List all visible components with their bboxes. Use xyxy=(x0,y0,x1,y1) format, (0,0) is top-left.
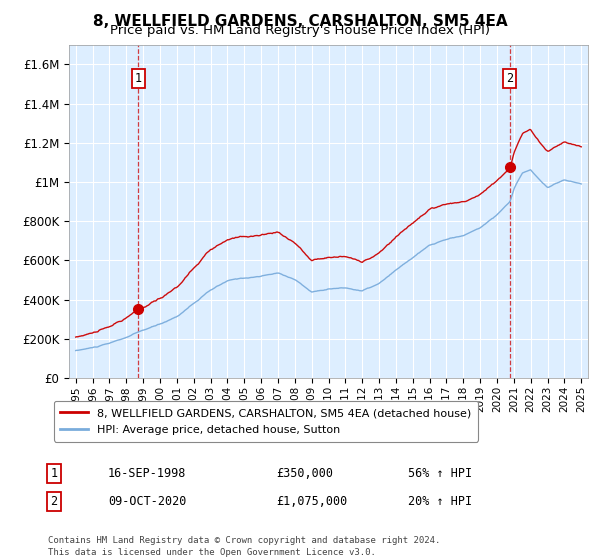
Text: £1,075,000: £1,075,000 xyxy=(276,494,347,508)
Text: Contains HM Land Registry data © Crown copyright and database right 2024.
This d: Contains HM Land Registry data © Crown c… xyxy=(48,536,440,557)
Legend: 8, WELLFIELD GARDENS, CARSHALTON, SM5 4EA (detached house), HPI: Average price, : 8, WELLFIELD GARDENS, CARSHALTON, SM5 4E… xyxy=(53,401,478,442)
Text: Price paid vs. HM Land Registry's House Price Index (HPI): Price paid vs. HM Land Registry's House … xyxy=(110,24,490,36)
Text: 56% ↑ HPI: 56% ↑ HPI xyxy=(408,466,472,480)
Text: £350,000: £350,000 xyxy=(276,466,333,480)
Text: 20% ↑ HPI: 20% ↑ HPI xyxy=(408,494,472,508)
Text: 09-OCT-2020: 09-OCT-2020 xyxy=(108,494,187,508)
Text: 1: 1 xyxy=(134,72,142,85)
Text: 2: 2 xyxy=(50,494,58,508)
Text: 16-SEP-1998: 16-SEP-1998 xyxy=(108,466,187,480)
Text: 2: 2 xyxy=(506,72,514,85)
Text: 8, WELLFIELD GARDENS, CARSHALTON, SM5 4EA: 8, WELLFIELD GARDENS, CARSHALTON, SM5 4E… xyxy=(92,14,508,29)
Text: 1: 1 xyxy=(50,466,58,480)
